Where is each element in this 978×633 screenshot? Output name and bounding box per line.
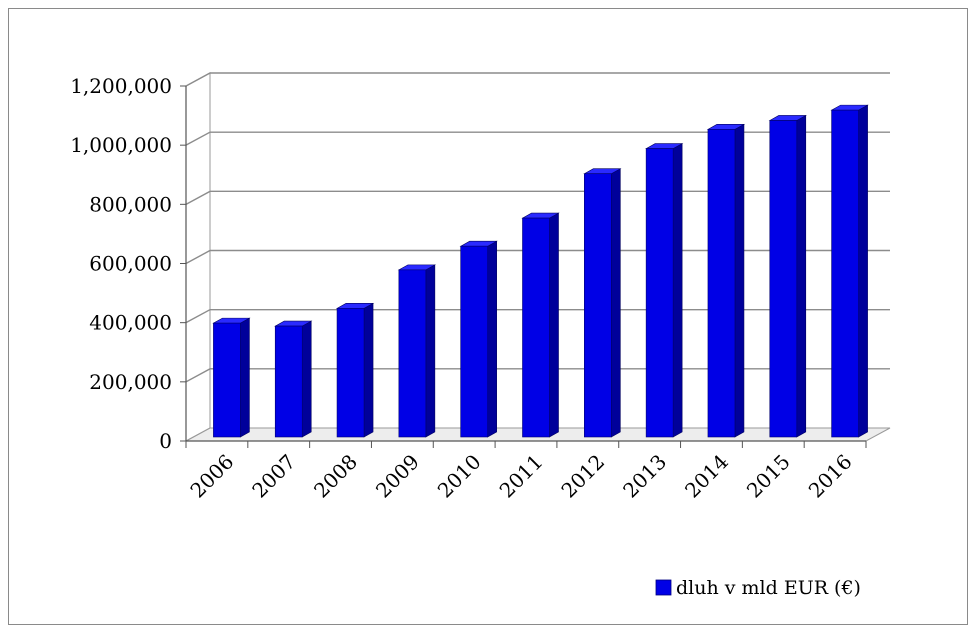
- x-tick-labels: 2006 2007 2008 2009 2010 2011 2012 2013 2014 2015…: [185, 450, 856, 503]
- y-tick-labels: 0 200,000 400,000 600,000 800,000 1,000,000 1,…: [70, 74, 172, 453]
- gridline: [185, 131, 890, 146]
- x-tick-label: 2016: [804, 450, 857, 503]
- bar-side: [301, 320, 312, 438]
- bar-front: [460, 245, 488, 438]
- bars: [212, 104, 869, 438]
- legend-swatch: [655, 579, 672, 596]
- y-tick-label: 200,000: [89, 370, 172, 394]
- x-tick-label: 2010: [433, 450, 486, 503]
- legend-label: dluh v mld EUR (€): [676, 577, 861, 599]
- x-tick-label: 2007: [247, 450, 300, 503]
- y-tick-label: 600,000: [89, 252, 172, 276]
- bar-side: [611, 168, 621, 438]
- bar-side: [363, 302, 374, 438]
- axes: [185, 86, 867, 448]
- legend: dluh v mld EUR (€): [655, 577, 861, 599]
- bar-side: [240, 317, 250, 438]
- bar-front: [707, 129, 736, 438]
- bar-side: [549, 212, 559, 438]
- x-tick-label: 2015: [742, 450, 795, 503]
- bar-side: [796, 114, 807, 438]
- bar-front: [213, 322, 241, 438]
- x-tick-label: 2014: [680, 450, 733, 503]
- x-tick-label: 2008: [309, 450, 362, 503]
- bar-front: [584, 173, 612, 438]
- y-tick-label: 400,000: [89, 311, 172, 335]
- bar: [644, 143, 684, 438]
- bar: [706, 123, 746, 438]
- bar: [521, 212, 560, 438]
- bar: [335, 302, 375, 438]
- bar-side: [672, 143, 683, 438]
- y-tick-label: 800,000: [89, 192, 172, 216]
- y-tick-label: 1,200,000: [70, 74, 172, 98]
- bar: [274, 320, 313, 438]
- x-tick-label: 2013: [618, 450, 671, 503]
- gridline: [185, 72, 890, 87]
- bar: [212, 317, 251, 438]
- x-tick-label: 2006: [185, 450, 238, 503]
- y-tick-label: 0: [159, 429, 172, 453]
- bar-side: [858, 104, 868, 438]
- bar-front: [645, 148, 674, 438]
- bar-front: [274, 325, 303, 438]
- bar-side: [734, 123, 745, 438]
- bar: [830, 104, 869, 438]
- bar-side: [487, 240, 497, 438]
- x-tick-label: 2009: [371, 450, 424, 503]
- bar-front: [522, 217, 550, 438]
- x-tick-label: 2011: [495, 450, 548, 503]
- x-tick-label: 2012: [556, 450, 609, 503]
- bar-front: [398, 269, 427, 438]
- y-tick-label: 1,000,000: [70, 133, 172, 157]
- bar: [583, 168, 622, 438]
- bar-front: [831, 109, 859, 438]
- bar: [459, 240, 498, 438]
- bar: [397, 264, 437, 438]
- bar-front: [336, 308, 365, 438]
- bar-side: [425, 264, 436, 438]
- bar-front: [769, 120, 798, 438]
- bar: [768, 114, 807, 438]
